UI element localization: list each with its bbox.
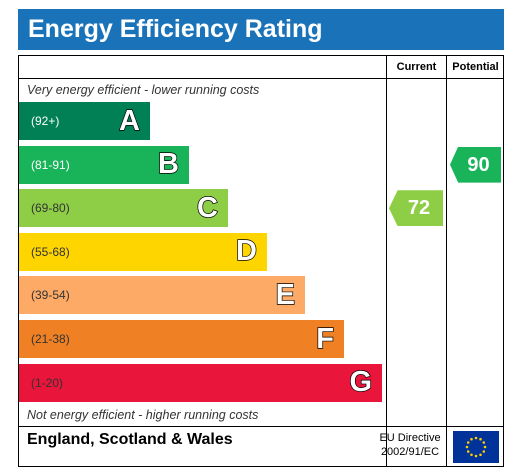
eu-star-icon	[465, 445, 469, 449]
potential-column-header: Potential	[452, 61, 499, 73]
eu-star-icon	[470, 437, 473, 441]
potential-rating-pointer: 90	[450, 146, 501, 183]
band-range-label: (92+)	[31, 114, 60, 128]
band-c: (69-80) C	[19, 189, 228, 228]
region-label: England, Scotland & Wales	[27, 431, 233, 448]
band-d: (55-68) D	[19, 232, 267, 271]
current-rating-pointer: 72	[389, 190, 443, 227]
eu-star-icon	[482, 450, 486, 453]
band-range-label: (55-68)	[31, 244, 70, 259]
eu-star-icon	[483, 445, 487, 449]
band-letter: E	[275, 278, 296, 311]
eu-stars-icon	[465, 436, 487, 458]
band-letter: C	[196, 191, 218, 224]
eu-star-icon	[466, 450, 470, 453]
current-column-header: Current	[396, 61, 437, 73]
band-range-label: (1-20)	[31, 375, 64, 390]
rating-frame	[18, 55, 504, 467]
band-range-label: (69-80)	[31, 201, 70, 216]
band-letter: A	[118, 104, 140, 137]
eu-star-icon	[466, 441, 470, 444]
eu-flag-icon	[453, 431, 499, 463]
eu-star-icon	[474, 454, 478, 458]
current-column-divider	[386, 55, 387, 467]
footer-row-divider	[18, 426, 504, 427]
chart-title: Energy Efficiency Rating	[18, 9, 504, 50]
eu-star-icon	[470, 453, 473, 457]
eu-star-icon	[479, 437, 482, 441]
directive-line2: 2002/91/EC	[380, 446, 440, 458]
directive-line1: EU Directive	[379, 432, 441, 444]
band-letter: D	[235, 235, 257, 268]
band-g: (1-20) G	[19, 363, 382, 402]
eu-star-icon	[482, 441, 486, 444]
band-b: (81-91) B	[19, 145, 189, 184]
bottom-note: Not energy efficient - higher running co…	[27, 408, 259, 422]
band-range-label: (81-91)	[31, 157, 70, 172]
eu-star-icon	[474, 436, 478, 440]
eu-star-icon	[479, 453, 482, 457]
top-note: Very energy efficient - lower running co…	[27, 83, 260, 97]
band-f: (21-38) F	[19, 320, 344, 358]
band-letter: G	[349, 365, 373, 399]
band-e: (39-54) E	[19, 276, 305, 315]
header-row-divider	[18, 78, 504, 79]
band-a: (92+) A	[19, 102, 150, 140]
band-range-label: (39-54)	[31, 288, 70, 303]
potential-column-divider	[446, 55, 447, 467]
band-letter: B	[157, 147, 179, 181]
band-range-label: (21-38)	[31, 332, 70, 346]
eu-directive: EU Directive 2002/91/EC	[370, 431, 450, 459]
band-letter: F	[316, 322, 335, 355]
